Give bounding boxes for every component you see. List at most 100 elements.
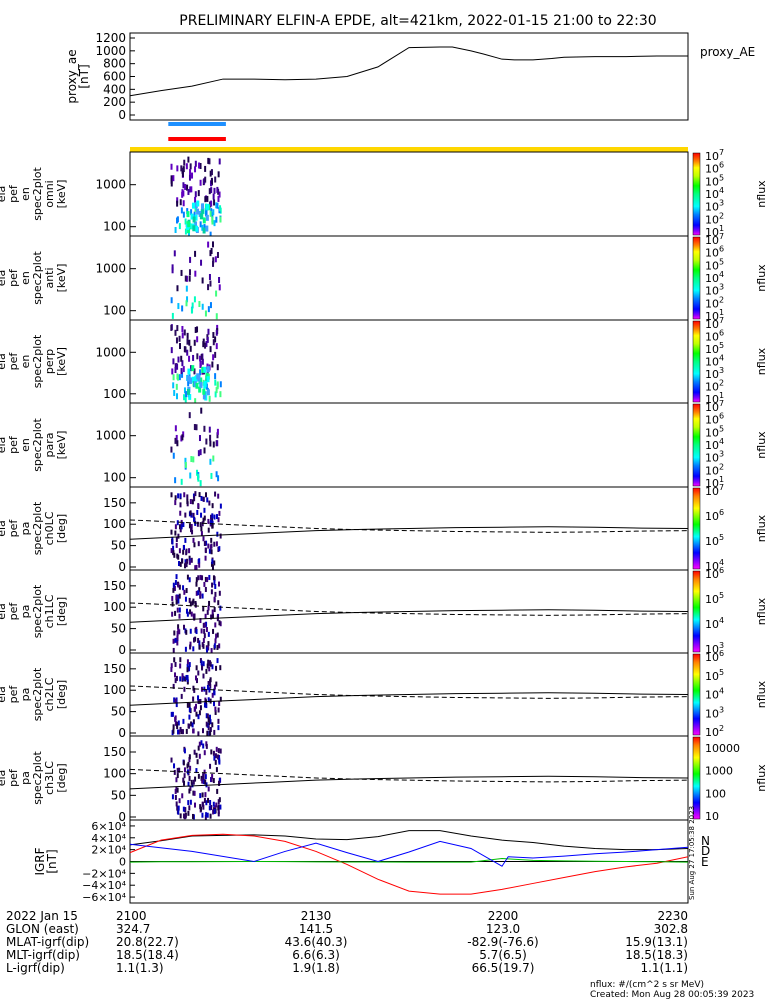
- spectrogram-cell: [198, 710, 201, 716]
- spectrogram-cell: [218, 191, 221, 198]
- proxy-ae-tick-label: 400: [103, 82, 126, 96]
- table-cell: 1.9(1.8): [292, 961, 340, 975]
- spectrogram-cell: [178, 524, 181, 530]
- spectrogram-cell: [210, 514, 213, 520]
- spectrogram-cell: [183, 544, 186, 550]
- spectrogram-ch0LC: [170, 491, 222, 571]
- spectrogram-cell: [188, 275, 191, 282]
- spectrogram-cell: [201, 224, 204, 231]
- spectrogram-cell: [203, 380, 207, 387]
- panel-ylabel-line: pa: [19, 605, 32, 619]
- table-cell: 43.6(40.3): [285, 935, 348, 949]
- spectrogram-cell: [174, 678, 177, 684]
- spectrogram-cell: [175, 702, 178, 708]
- spectrogram-cell: [202, 606, 205, 612]
- colorbar-tick-base: 10: [705, 368, 719, 381]
- spectrogram-cell: [215, 313, 218, 320]
- spectrogram-cell: [216, 632, 219, 638]
- colorbar-tick-label: 102: [705, 211, 724, 226]
- spectrogram-cell: [202, 638, 205, 644]
- spectrogram-cell: [205, 621, 208, 627]
- colorbar-tick-exp: 1: [719, 224, 724, 233]
- panel-tick-label: 150: [103, 662, 126, 676]
- spectrogram-cell: [194, 270, 197, 277]
- spectrogram-cell: [194, 214, 198, 221]
- spectrogram-cell: [198, 741, 201, 747]
- spectrogram-cell: [171, 601, 174, 607]
- spectrogram-cell: [188, 555, 191, 561]
- colorbar-tick-exp: 2: [719, 295, 724, 304]
- spectrogram-cell: [193, 339, 196, 346]
- spectrogram-cell: [172, 638, 175, 644]
- spectrogram-cell: [187, 221, 191, 228]
- spectrogram-cell: [182, 777, 185, 783]
- colorbar-tick-label: 106: [705, 329, 724, 344]
- spectrogram-cell: [199, 793, 202, 799]
- spectrogram-cell: [178, 374, 181, 381]
- spectrogram-cell: [211, 523, 214, 529]
- spectrogram-cell: [201, 593, 204, 599]
- panel-ylabel-line: [deg]: [55, 680, 68, 709]
- spectrogram-cell: [173, 763, 176, 769]
- spectrogram-cell: [198, 753, 201, 759]
- spectrogram-cell: [184, 646, 187, 652]
- spectrogram-cell: [188, 174, 191, 181]
- antiloss-cone-line: [129, 602, 689, 616]
- spectrogram-cell: [174, 366, 177, 373]
- loss-cone-line: [129, 692, 689, 706]
- colorbar-tick-exp: 4: [719, 186, 724, 195]
- spectrogram-cell: [218, 546, 221, 552]
- spectrogram-cell: [209, 302, 212, 309]
- spectrogram-cell: [201, 812, 204, 818]
- panel-ylabel-line: en: [19, 187, 32, 201]
- spectrogram-cell: [211, 773, 214, 779]
- colorbar-tick-exp: 5: [719, 257, 724, 266]
- panel-tick-label: 1000: [95, 345, 126, 359]
- colorbar-tick-label: 106: [705, 566, 724, 581]
- spectrogram-cell: [178, 593, 181, 599]
- spectrogram-cell: [199, 593, 202, 599]
- spectrogram-cell: [198, 562, 201, 568]
- panel-tick-label: 1000: [95, 429, 126, 443]
- spectrogram-cell: [213, 596, 216, 602]
- spectrogram-cell: [213, 607, 216, 613]
- spectrogram-cell: [184, 596, 187, 602]
- spectrogram-cell: [217, 754, 220, 760]
- spectrogram-cell: [193, 381, 197, 388]
- spectrogram-cell: [188, 597, 191, 603]
- panel-ylabel-line: spec2plot: [31, 501, 44, 555]
- table-cell: 324.7: [116, 922, 150, 936]
- spectrogram-cell: [189, 510, 192, 516]
- spectrogram-cell: [177, 598, 180, 604]
- spectrogram-cell: [213, 643, 216, 649]
- colorbar-tick-exp: 3: [719, 366, 724, 375]
- spectrogram-cell: [215, 202, 218, 209]
- spectrogram-cell: [210, 517, 213, 523]
- spectrogram-cell: [194, 326, 197, 333]
- spectrogram-cell: [192, 779, 195, 785]
- spectrogram-cell: [213, 199, 216, 206]
- spectrogram-cell: [211, 558, 214, 564]
- spectrogram-cell: [188, 757, 191, 763]
- spectrogram-cell: [192, 354, 195, 361]
- spectrogram-cell: [205, 721, 208, 727]
- spectrogram-cell: [202, 779, 205, 785]
- spectrogram-cell: [219, 748, 222, 754]
- spectrogram-cell: [186, 667, 189, 673]
- spectrogram-cell: [170, 529, 173, 535]
- spectrogram-cell: [199, 804, 202, 810]
- spectrogram-cell: [184, 396, 187, 403]
- colorbar-tick-exp: 7: [719, 483, 724, 492]
- panel-ylabel-line: en: [19, 271, 32, 285]
- spectrogram-cell: [213, 729, 216, 735]
- spectrogram-cell: [211, 361, 214, 368]
- spectrogram-cell: [216, 428, 219, 435]
- spectrogram-cell: [192, 696, 195, 702]
- panel-tick-label: 150: [103, 496, 126, 510]
- spectrogram-cell: [199, 377, 203, 384]
- colorbar-tick-label: 107: [705, 232, 724, 247]
- spectrogram-cell: [213, 220, 216, 227]
- spectrogram-cell: [204, 586, 207, 592]
- spectrogram-cell: [218, 757, 221, 763]
- spectrogram-cell: [181, 191, 184, 198]
